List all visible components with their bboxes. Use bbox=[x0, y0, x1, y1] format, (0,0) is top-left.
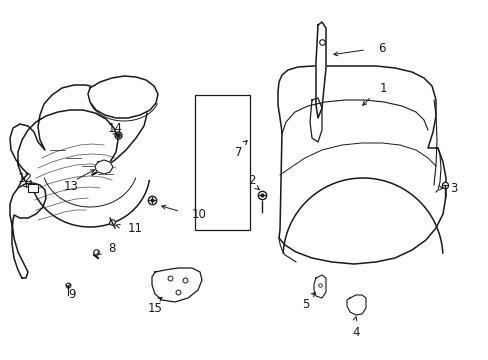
Text: 14: 14 bbox=[108, 122, 123, 135]
Text: 13: 13 bbox=[64, 180, 79, 193]
Text: 7: 7 bbox=[235, 145, 242, 158]
Text: 11: 11 bbox=[128, 221, 142, 234]
Polygon shape bbox=[10, 85, 147, 278]
Bar bbox=[195, 95, 249, 230]
Text: 12: 12 bbox=[18, 171, 33, 184]
Text: 8: 8 bbox=[108, 242, 115, 255]
Polygon shape bbox=[88, 76, 158, 118]
Text: 15: 15 bbox=[148, 302, 163, 315]
Text: 10: 10 bbox=[192, 208, 206, 221]
Polygon shape bbox=[346, 295, 365, 315]
Polygon shape bbox=[152, 268, 202, 302]
Polygon shape bbox=[315, 22, 325, 118]
Polygon shape bbox=[10, 183, 46, 225]
Text: 9: 9 bbox=[68, 288, 75, 302]
Polygon shape bbox=[313, 275, 325, 298]
Bar bbox=[28, 184, 38, 192]
Polygon shape bbox=[309, 98, 321, 142]
Text: 2: 2 bbox=[247, 174, 255, 186]
Text: 4: 4 bbox=[351, 325, 359, 338]
Text: 6: 6 bbox=[377, 41, 385, 54]
Text: 1: 1 bbox=[379, 81, 386, 94]
Text: 3: 3 bbox=[449, 181, 456, 194]
Text: 5: 5 bbox=[302, 298, 309, 311]
Polygon shape bbox=[278, 66, 445, 264]
Polygon shape bbox=[95, 160, 113, 174]
